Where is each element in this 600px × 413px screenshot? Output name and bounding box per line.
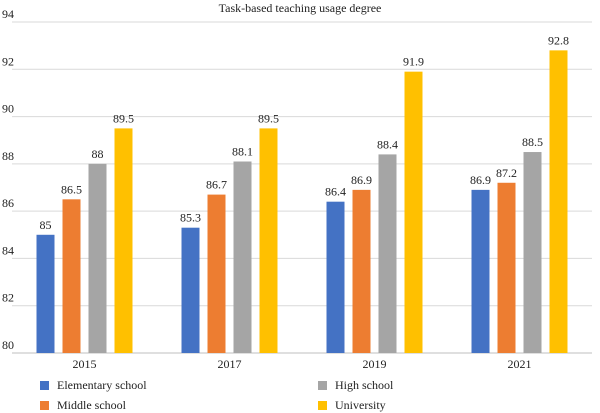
- y-tick-label: 94: [2, 7, 14, 21]
- legend-label-elementary: Elementary school: [57, 378, 147, 392]
- legend-item-middle: Middle school: [40, 398, 126, 413]
- legend: Elementary school Middle school High sch…: [0, 372, 600, 412]
- legend-label-middle: Middle school: [57, 398, 126, 412]
- legend-item-high: High school: [318, 378, 393, 393]
- bar-high-school-2017: [233, 161, 252, 353]
- legend-swatch-elementary: [40, 381, 49, 390]
- data-labels: 85 86.5 88 89.5 85.3 86.7 88.1 89.5 86.4 86.9 88.4…: [40, 33, 570, 231]
- data-label: 85: [40, 218, 52, 232]
- legend-label-high: High school: [335, 378, 394, 392]
- bar-chart: Task-based teaching usage degree 8082848…: [2, 1, 592, 371]
- legend-swatch-high: [318, 381, 327, 390]
- bar-elementary-school-2015: [36, 234, 55, 353]
- bar-university-2019: [404, 71, 423, 354]
- bar-middle-school-2015: [62, 199, 81, 353]
- chart-title: Task-based teaching usage degree: [219, 1, 382, 15]
- data-label: 92.8: [548, 33, 569, 47]
- bar-university-2015: [114, 128, 133, 353]
- data-label: 88: [92, 147, 104, 161]
- legend-item-elementary: Elementary school: [40, 378, 147, 393]
- y-tick-label: 84: [2, 243, 14, 257]
- data-label: 86.9: [351, 173, 372, 187]
- data-label: 86.9: [470, 173, 491, 187]
- data-label: 91.9: [403, 55, 424, 69]
- x-tick-label: 2015: [73, 357, 97, 371]
- data-label: 87.2: [496, 166, 517, 180]
- bar-high-school-2015: [88, 163, 107, 353]
- data-label: 86.4: [325, 185, 346, 199]
- y-tick-label: 88: [2, 149, 14, 163]
- bar-university-2021: [549, 50, 568, 353]
- y-tick-label: 90: [2, 102, 14, 116]
- y-axis-ticks: 80 82 84 86 88 90 92 94: [2, 7, 14, 352]
- bar-elementary-school-2017: [181, 227, 200, 353]
- data-label: 88.5: [522, 135, 543, 149]
- legend-item-university: University: [318, 398, 386, 413]
- legend-swatch-university: [318, 401, 327, 410]
- legend-label-university: University: [335, 398, 386, 412]
- bars: [36, 50, 568, 354]
- x-tick-label: 2019: [363, 357, 387, 371]
- x-tick-label: 2017: [218, 357, 242, 371]
- y-tick-label: 86: [2, 196, 14, 210]
- bar-high-school-2021: [523, 152, 542, 353]
- bar-elementary-school-2021: [471, 189, 490, 353]
- bar-middle-school-2019: [352, 189, 371, 353]
- data-label: 88.4: [377, 137, 398, 151]
- data-label: 89.5: [113, 111, 134, 125]
- legend-swatch-middle: [40, 401, 49, 410]
- data-label: 86.7: [206, 178, 227, 192]
- x-tick-label: 2021: [508, 357, 532, 371]
- bar-elementary-school-2019: [326, 201, 345, 353]
- bar-middle-school-2021: [497, 182, 516, 353]
- x-axis-ticks: 2015 2017 2019 2021: [73, 357, 532, 371]
- data-label: 86.5: [61, 182, 82, 196]
- data-label: 89.5: [258, 111, 279, 125]
- bar-high-school-2019: [378, 154, 397, 353]
- y-tick-label: 82: [2, 291, 14, 305]
- data-label: 88.1: [232, 144, 253, 158]
- bar-university-2017: [259, 128, 278, 353]
- data-label: 85.3: [180, 211, 201, 225]
- y-tick-label: 92: [2, 54, 14, 68]
- bar-middle-school-2017: [207, 194, 226, 353]
- gridlines: [12, 21, 592, 354]
- y-tick-label: 80: [2, 338, 14, 352]
